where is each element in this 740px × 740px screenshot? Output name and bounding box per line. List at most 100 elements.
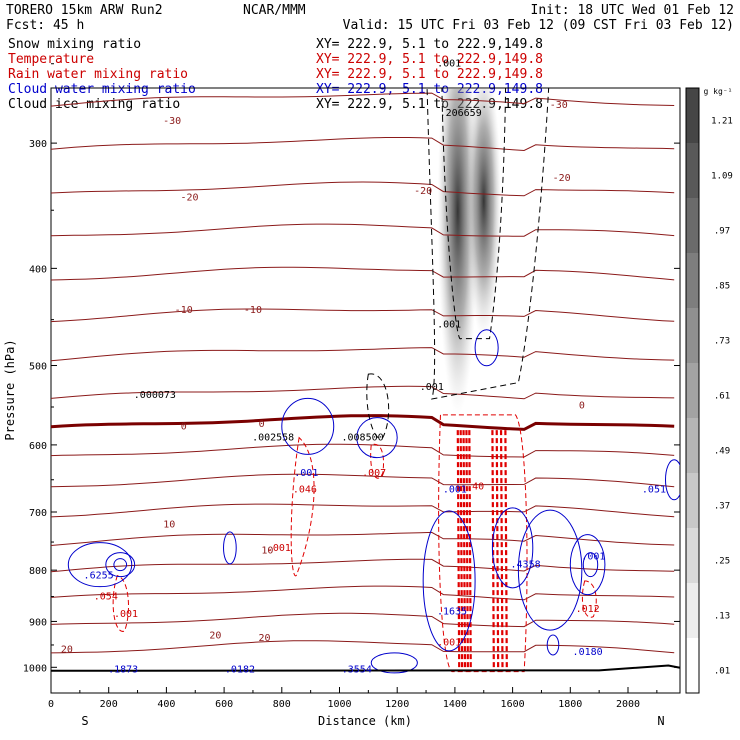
rain-core-contour — [491, 430, 495, 672]
colorbar-unit: g kg⁻¹ — [704, 87, 733, 96]
model-title: TORERO 15km ARW Run2 — [6, 3, 163, 18]
valid-time: Valid: 15 UTC Fri 03 Feb 12 (09 CST Fri … — [343, 18, 734, 33]
colorbar-label: .13 — [714, 612, 730, 622]
temperature-label: 0 — [181, 421, 187, 432]
freezing-level-isotherm — [51, 414, 675, 431]
isotherm — [51, 585, 675, 601]
temperature-label: -30 — [163, 116, 181, 127]
max-value-label: .206659 — [440, 108, 482, 119]
max-value-label: .007 — [362, 468, 386, 479]
max-value-label: .001 — [437, 638, 461, 649]
y-tick-label: 600 — [29, 441, 47, 452]
x-tick-label: 1600 — [501, 699, 525, 710]
colorbar-swatch — [686, 473, 699, 528]
isotherm — [51, 473, 675, 488]
colorbar-label: 1.09 — [711, 172, 733, 182]
cloud-water-850km — [281, 397, 335, 455]
temperature-label: 20 — [209, 631, 221, 642]
x-tick-label: 200 — [100, 699, 118, 710]
south-label: S — [81, 714, 88, 728]
isotherm — [51, 612, 675, 628]
isotherm — [51, 308, 675, 323]
colorbar-label: .37 — [714, 502, 730, 512]
colorbar-swatch — [686, 198, 699, 253]
colorbar-label: .61 — [714, 392, 730, 402]
temperature-label: -20 — [414, 186, 432, 197]
field-rain-xy: XY= 222.9, 5.1 to 222.9,149.8 — [316, 67, 543, 82]
isotherm — [51, 640, 675, 654]
isotherm — [51, 385, 675, 400]
ground-surface — [50, 664, 681, 672]
field-snow-name: Snow mixing ratio — [8, 37, 141, 52]
cloud-water-core-south — [422, 510, 476, 652]
forecast-hour: Fcst: 45 h — [6, 18, 84, 33]
plot-frame — [50, 87, 681, 694]
x-tick-label: 0 — [48, 699, 54, 710]
cloud-water-core-north — [491, 507, 534, 589]
temperature-label: -30 — [550, 100, 568, 111]
colorbar-swatch — [686, 363, 699, 418]
cloud-ice-label: .001 — [420, 382, 444, 393]
colorbar-swatch — [686, 638, 699, 693]
isotherm — [51, 223, 675, 237]
snow-plume — [466, 88, 502, 339]
north-label: N — [657, 714, 664, 728]
cloud-water-1130km — [356, 417, 398, 459]
cloud-water-2160km — [665, 459, 680, 501]
rain-contour-800km — [290, 436, 315, 577]
max-value-label: .046 — [293, 485, 317, 496]
rain-core-contour — [468, 430, 472, 672]
colorbar-label: .01 — [714, 667, 730, 677]
rain-contour-200km — [112, 574, 129, 632]
center-label: NCAR/MMM — [243, 3, 306, 18]
isotherm — [51, 137, 675, 152]
colorbar-label: .97 — [714, 227, 730, 237]
cloud-water-1860km — [569, 534, 606, 596]
max-value-label: .0182 — [225, 664, 255, 675]
max-value-label: .6255 — [84, 571, 114, 582]
cloud-water-1190km — [370, 652, 418, 674]
rain-core-contour — [465, 430, 469, 672]
colorbar-label: 1.21 — [711, 117, 733, 127]
temperature-contours — [51, 92, 675, 654]
isotherm — [51, 266, 675, 281]
rain-contour-1100km — [370, 443, 384, 479]
colorbar-frame — [685, 87, 700, 694]
max-value-label: .001 — [114, 609, 138, 620]
temperature-label: -10 — [175, 305, 193, 316]
colorbar-label: .85 — [714, 282, 730, 292]
cloud-ice-label: .001 — [437, 59, 461, 70]
cloud-water-1860km-inner — [582, 552, 599, 578]
cloud-ice-contours — [366, 88, 550, 439]
snow-shading-layer — [437, 88, 502, 415]
isotherm — [51, 92, 675, 107]
y-tick-label: 400 — [29, 264, 47, 275]
isotherm — [51, 503, 675, 518]
x-tick-label: 1400 — [443, 699, 467, 710]
max-value-label: .001 — [267, 543, 291, 554]
cloud-water-620km — [223, 531, 237, 565]
max-value-label: .051 — [642, 485, 666, 496]
max-value-label: .008500 — [342, 433, 384, 444]
colorbar-label: .73 — [714, 337, 730, 347]
colorbar-swatch — [686, 418, 699, 473]
rain-core-contour — [459, 430, 464, 672]
init-time: Init: 18 UTC Wed 01 Feb 12 — [531, 3, 735, 18]
max-value-label: .4358 — [511, 560, 541, 571]
colorbar-swatch — [686, 528, 699, 583]
x-tick-label: 1800 — [558, 699, 582, 710]
colorbar-label: .49 — [714, 447, 730, 457]
colorbar-label: .25 — [714, 557, 730, 567]
max-value-label: .3554 — [342, 664, 372, 675]
rain-core-contour — [495, 430, 500, 672]
rain-core-contour — [462, 430, 467, 672]
field-snow-xy: XY= 222.9, 5.1 to 222.9,149.8 — [316, 37, 543, 52]
cloud-water-contours — [67, 329, 680, 674]
rain-core-contour — [504, 430, 508, 672]
ice-contour-inner — [441, 88, 507, 340]
field-cloudwater-xy: XY= 222.9, 5.1 to 222.9,149.8 — [316, 82, 543, 97]
cloud-water-200km — [67, 542, 133, 588]
field-rain-name: Rain water mixing ratio — [8, 67, 188, 82]
ice-contour-mid — [366, 373, 390, 439]
